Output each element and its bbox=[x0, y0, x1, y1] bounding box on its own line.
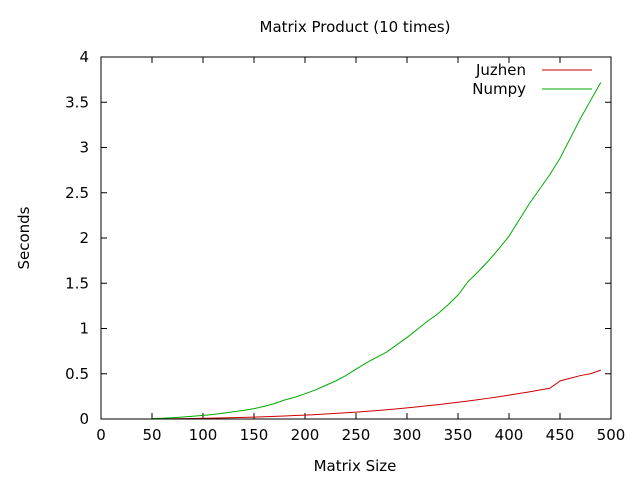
chart-title: Matrix Product (10 times) bbox=[260, 18, 451, 36]
series-layer bbox=[151, 82, 602, 420]
x-tick-label: 250 bbox=[342, 426, 371, 444]
legend-label-numpy: Numpy bbox=[472, 80, 526, 98]
x-tick-label: 200 bbox=[291, 426, 320, 444]
x-tick-label: 400 bbox=[495, 426, 524, 444]
legend-label-juzhen: Juzhen bbox=[475, 61, 526, 79]
x-tick-label: 150 bbox=[240, 426, 269, 444]
plot-frame bbox=[100, 56, 612, 420]
x-tick-label: 50 bbox=[142, 426, 161, 444]
x-axis-label: Matrix Size bbox=[314, 457, 397, 475]
y-axis-label: Seconds bbox=[15, 206, 33, 269]
x-tick-label: 300 bbox=[393, 426, 422, 444]
series-line-juzhen bbox=[151, 369, 601, 420]
y-tick-label: 3 bbox=[79, 139, 89, 157]
y-tick-label: 3.5 bbox=[65, 93, 89, 111]
x-tick-label: 100 bbox=[189, 426, 218, 444]
y-tick-label: 0 bbox=[79, 410, 89, 428]
x-tick-label: 350 bbox=[444, 426, 473, 444]
x-tick-label: 450 bbox=[546, 426, 575, 444]
y-tick-label: 2 bbox=[79, 229, 89, 247]
y-tick-label: 0.5 bbox=[65, 365, 89, 383]
axis-ticks: 0 50 100 150 200 250 300 350 400 450 500 0 0.5 1 1.5 2 2… bbox=[65, 48, 625, 444]
y-tick-label: 4 bbox=[79, 48, 89, 66]
x-tick-label: 0 bbox=[96, 426, 106, 444]
x-tick-label: 500 bbox=[597, 426, 626, 444]
y-tick-label: 1.5 bbox=[65, 274, 89, 292]
y-tick-label: 1 bbox=[79, 320, 89, 338]
y-tick-label: 2.5 bbox=[65, 184, 89, 202]
series-line-numpy bbox=[151, 82, 602, 420]
